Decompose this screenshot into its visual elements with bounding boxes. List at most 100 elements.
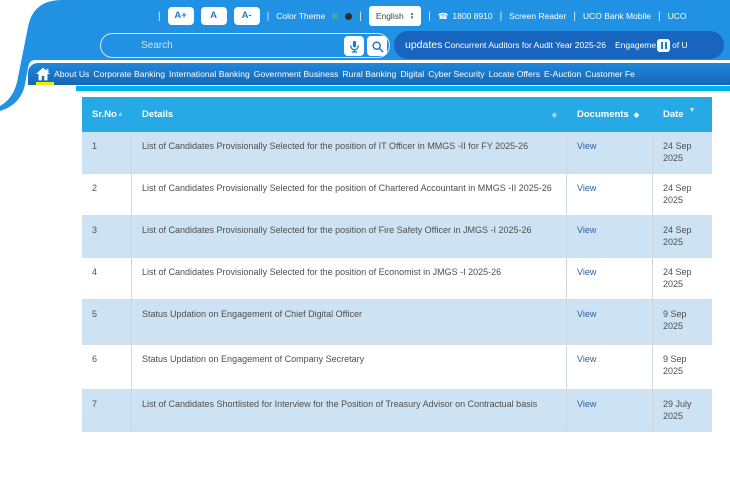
cell-sr-no: 5 [82, 300, 132, 344]
table-row: 5 Status Updation on Engagement of Chief… [82, 300, 712, 345]
cell-details: List of Candidates Shortlisted for Inter… [132, 390, 567, 431]
view-document-link[interactable]: View [577, 309, 597, 319]
news-ticker: updates Concurrent Auditors for Audit Ye… [394, 31, 724, 59]
separator: | [428, 10, 431, 22]
cell-sr-no: 1 [82, 132, 132, 173]
cell-details: List of Candidates Provisionally Selecte… [132, 216, 567, 257]
search-icon [371, 40, 383, 52]
view-document-link[interactable]: View [577, 141, 597, 151]
font-size-button[interactable]: A- [233, 7, 260, 25]
nav-item[interactable]: Digital [400, 69, 425, 79]
main-navigation: About Us Corporate Banking International… [28, 63, 730, 85]
table-header-row: Sr.No ▲ Details ◆ Documents ◆ Date ▼ [82, 97, 712, 132]
pause-button[interactable] [657, 38, 671, 52]
nav-item[interactable]: Cyber Security [428, 69, 485, 79]
nav-item[interactable]: International Banking [169, 69, 250, 79]
updates-label: updates [405, 39, 443, 51]
view-document-link[interactable]: View [577, 354, 597, 364]
table-header-cell[interactable]: Documents ◆ [567, 97, 653, 132]
separator: | [359, 10, 362, 22]
cell-date: 9 Sep 2025 [663, 309, 687, 332]
phone-number: 1800 8910 [452, 11, 493, 21]
nav-item[interactable]: Corporate Banking [93, 69, 166, 79]
column-label: Date [663, 109, 684, 120]
table-row: 6 Status Updation on Engagement of Compa… [82, 345, 712, 390]
cell-details: List of Candidates Provisionally Selecte… [132, 174, 567, 215]
sort-icon[interactable]: ◆ [551, 111, 557, 119]
theme-dot-dark-icon[interactable] [345, 12, 353, 20]
cell-date: 24 Sep 2025 [663, 225, 692, 248]
cell-sr-no: 4 [82, 258, 132, 299]
cell-details: Status Updation on Engagement of Company… [132, 345, 567, 389]
table-header-cell[interactable]: Date ▼ [653, 97, 712, 132]
language-value: English [375, 11, 404, 21]
table-body: 1 List of Candidates Provisionally Selec… [82, 132, 712, 432]
separator: | [266, 10, 270, 22]
separator: | [499, 10, 503, 22]
nav-item[interactable]: Government Business [253, 69, 339, 79]
sort-icon[interactable]: ◆ [633, 111, 640, 119]
column-label: Details [142, 109, 174, 120]
top-link-uco[interactable]: UCO [667, 11, 687, 21]
notices-table: Sr.No ▲ Details ◆ Documents ◆ Date ▼ [82, 97, 712, 432]
top-utility-bar: | A+ A A- | Color Theme | English ▲ ▼ | ☎… [158, 6, 686, 26]
nav-item[interactable]: About Us [54, 69, 90, 79]
nav-item[interactable]: Rural Banking [342, 69, 397, 79]
nav-item[interactable]: Locate Offers [488, 69, 540, 79]
ticker-text[interactable]: of U [672, 40, 688, 50]
phone-icon: ☎ [437, 10, 449, 21]
table-header-cell[interactable]: Details ◆ [132, 97, 567, 132]
column-label: Sr.No [92, 109, 117, 120]
table-row: 3 List of Candidates Provisionally Selec… [82, 216, 712, 258]
cell-sr-no: 7 [82, 390, 132, 431]
view-document-link[interactable]: View [577, 183, 597, 193]
table-row: 4 List of Candidates Provisionally Selec… [82, 258, 712, 300]
top-link-uco-bank-mobile[interactable]: UCO Bank Mobile [582, 11, 651, 21]
view-document-link[interactable]: View [577, 399, 597, 409]
cyan-accent-strip [76, 86, 730, 91]
cell-details: Status Updation on Engagement of Chief D… [132, 300, 567, 344]
separator: | [657, 10, 661, 22]
color-theme-label: Color Theme [276, 11, 326, 21]
pause-icon [660, 41, 663, 49]
select-arrows-icon: ▲ ▼ [409, 11, 415, 20]
theme-dot-teal-icon[interactable] [332, 13, 339, 19]
microphone-button[interactable] [344, 36, 364, 56]
cell-date: 24 Sep 2025 [663, 141, 692, 164]
active-nav-underline [36, 82, 54, 85]
language-select[interactable]: English ▲ ▼ [368, 6, 422, 26]
table-row: 2 List of Candidates Provisionally Selec… [82, 174, 712, 216]
column-label: Documents [577, 109, 629, 120]
cell-sr-no: 6 [82, 345, 132, 389]
sort-icon[interactable]: ▲ [116, 111, 124, 118]
table-row: 7 List of Candidates Shortlisted for Int… [82, 390, 712, 432]
phone-link[interactable]: ☎ 1800 8910 [438, 11, 493, 22]
cell-sr-no: 2 [82, 174, 132, 215]
search-input[interactable] [141, 35, 331, 56]
ticker-text[interactable]: Engageme [614, 40, 657, 50]
top-link-screen-reader[interactable]: Screen Reader [509, 11, 567, 21]
view-document-link[interactable]: View [577, 267, 597, 277]
font-size-button[interactable]: A [200, 7, 227, 25]
separator: | [158, 10, 161, 22]
cell-details: List of Candidates Provisionally Selecte… [132, 132, 567, 173]
search-box [100, 33, 390, 58]
cell-date: 29 July 2025 [663, 399, 692, 422]
home-icon [36, 67, 50, 81]
cell-sr-no: 3 [82, 216, 132, 257]
ticker-text[interactable]: Concurrent Auditors for Audit Year 2025-… [444, 40, 606, 50]
nav-item[interactable]: Customer Fe [585, 69, 635, 79]
font-size-button[interactable]: A+ [167, 7, 194, 25]
cell-date: 9 Sep 2025 [663, 354, 687, 377]
table-header-cell[interactable]: Sr.No ▲ [82, 97, 132, 132]
nav-item[interactable]: E-Auction [544, 69, 582, 79]
sort-icon[interactable]: ▼ [688, 107, 696, 114]
view-document-link[interactable]: View [577, 225, 597, 235]
microphone-icon [349, 40, 359, 53]
cell-date: 24 Sep 2025 [663, 183, 692, 206]
header-background-shape [0, 0, 730, 111]
search-button[interactable] [367, 36, 387, 56]
separator: | [573, 10, 576, 22]
home-button[interactable] [35, 67, 51, 81]
